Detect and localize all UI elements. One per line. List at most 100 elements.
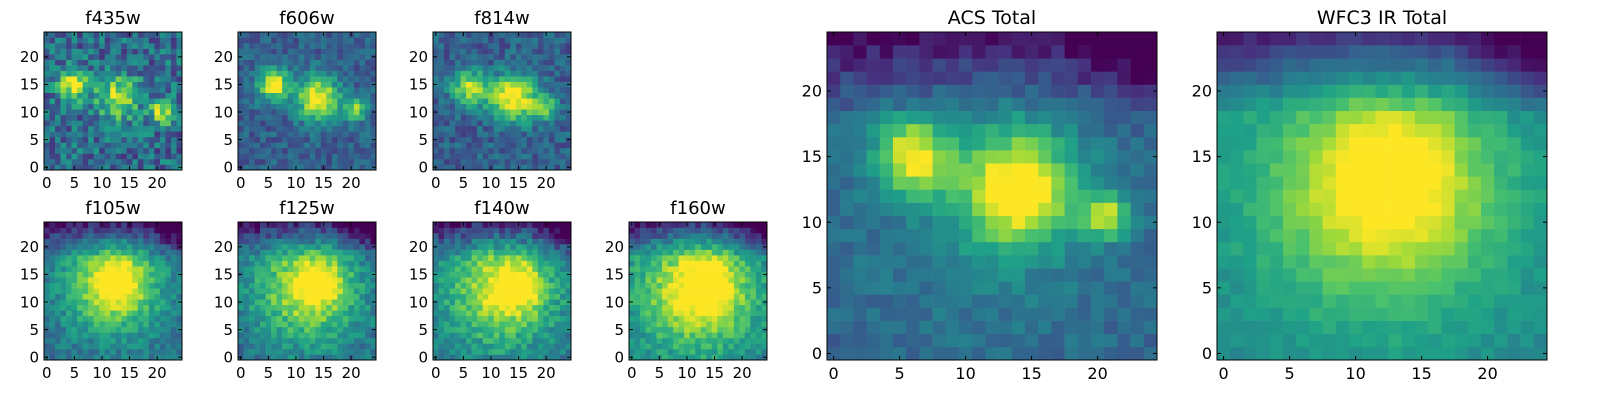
heatmap-cell — [444, 92, 450, 99]
heatmap-cell — [170, 233, 177, 239]
x-tick-label: 5 — [264, 174, 274, 192]
heatmap-cell — [866, 241, 881, 256]
heatmap-cell — [320, 326, 327, 333]
heatmap-cell — [315, 260, 322, 267]
plot-frame — [43, 221, 183, 361]
heatmap-cell — [110, 142, 117, 149]
heatmap-cell — [93, 249, 100, 256]
heatmap-cell — [287, 321, 294, 328]
heatmap-cell — [629, 315, 635, 322]
heatmap-cell — [304, 288, 311, 295]
heatmap-cell — [526, 326, 533, 333]
heatmap-cell — [521, 222, 528, 228]
heatmap-cell — [499, 293, 506, 300]
heatmap-cell — [460, 136, 467, 143]
heatmap-cell — [893, 176, 907, 190]
heatmap-cell — [488, 147, 495, 154]
heatmap-cell — [121, 158, 128, 165]
heatmap-cell — [77, 238, 83, 245]
heatmap-cell — [254, 249, 261, 256]
heatmap-cell — [1011, 268, 1026, 282]
heatmap-cell — [1038, 255, 1052, 269]
heatmap-cell — [466, 277, 472, 284]
heatmap-cell — [532, 233, 539, 239]
heatmap-cell — [700, 238, 707, 245]
heatmap-cell — [537, 142, 544, 149]
heatmap-cell — [370, 131, 377, 138]
heatmap-cell — [287, 299, 294, 306]
heatmap-cell — [510, 354, 517, 361]
heatmap-cell — [906, 333, 920, 348]
heatmap-cell — [565, 260, 572, 267]
heatmap-cell — [326, 227, 333, 234]
heatmap-cell — [750, 343, 757, 350]
heatmap-cell — [348, 59, 355, 66]
heatmap-cell — [488, 332, 495, 339]
heatmap-cell — [93, 233, 100, 239]
heatmap-cell — [55, 92, 61, 99]
heatmap-cell — [287, 222, 294, 228]
heatmap-cell — [287, 37, 294, 44]
heatmap-cell — [565, 103, 572, 110]
heatmap-cell — [315, 233, 322, 239]
heatmap-cell — [60, 315, 67, 322]
heatmap-cell — [364, 343, 371, 350]
heatmap-cell — [840, 307, 854, 321]
heatmap-cell — [132, 332, 139, 339]
heatmap-cell — [744, 282, 751, 289]
heatmap-cell — [55, 249, 61, 256]
heatmap-cell — [148, 109, 155, 116]
heatmap-cell — [71, 271, 78, 278]
heatmap-cell — [750, 266, 757, 272]
heatmap-cell — [667, 282, 674, 289]
heatmap-cell — [320, 153, 327, 160]
heatmap-cell — [370, 120, 377, 127]
heatmap-cell — [1104, 241, 1118, 256]
heatmap-cell — [304, 227, 311, 234]
heatmap-cell — [254, 164, 261, 171]
heatmap-cell — [159, 76, 166, 82]
heatmap-cell — [840, 333, 854, 348]
heatmap-cell — [565, 76, 572, 82]
heatmap-cell — [60, 304, 67, 311]
heatmap-cell — [132, 59, 139, 66]
heatmap-cell — [342, 109, 349, 116]
heatmap-cell — [165, 332, 172, 339]
heatmap-cell — [110, 222, 117, 228]
heatmap-cell — [750, 299, 757, 306]
heatmap-cell — [165, 343, 172, 350]
heatmap-cell — [49, 87, 56, 94]
heatmap-cell — [238, 153, 244, 160]
heatmap-cell — [543, 81, 550, 88]
heatmap-cell — [998, 202, 1013, 216]
heatmap-cell — [265, 293, 272, 300]
heatmap-cell — [165, 271, 172, 278]
heatmap-cell — [750, 304, 757, 311]
heatmap-cell — [315, 131, 322, 138]
heatmap-cell — [521, 249, 528, 256]
heatmap-cell — [634, 238, 641, 245]
heatmap-cell — [532, 238, 539, 245]
heatmap-cell — [559, 131, 566, 138]
heatmap-cell — [104, 222, 111, 228]
heatmap-cell — [972, 241, 986, 256]
heatmap-cell — [337, 255, 344, 261]
heatmap-cell — [444, 238, 450, 245]
heatmap-cell — [271, 249, 277, 256]
heatmap-cell — [143, 65, 150, 71]
heatmap-cell — [44, 282, 50, 289]
heatmap-cell — [853, 320, 867, 335]
heatmap-cell — [543, 315, 550, 322]
heatmap-cell — [326, 238, 333, 245]
heatmap-cell — [827, 176, 841, 190]
heatmap-cell — [115, 76, 122, 82]
heatmap-cell — [717, 260, 724, 267]
heatmap-cell — [238, 288, 244, 295]
heatmap-cell — [717, 321, 724, 328]
heatmap-cell — [49, 70, 56, 77]
heatmap-cell — [254, 288, 261, 295]
heatmap-cell — [504, 114, 511, 121]
heatmap-cell — [82, 164, 89, 171]
heatmap-cell — [526, 136, 533, 143]
heatmap-cell — [482, 282, 489, 289]
